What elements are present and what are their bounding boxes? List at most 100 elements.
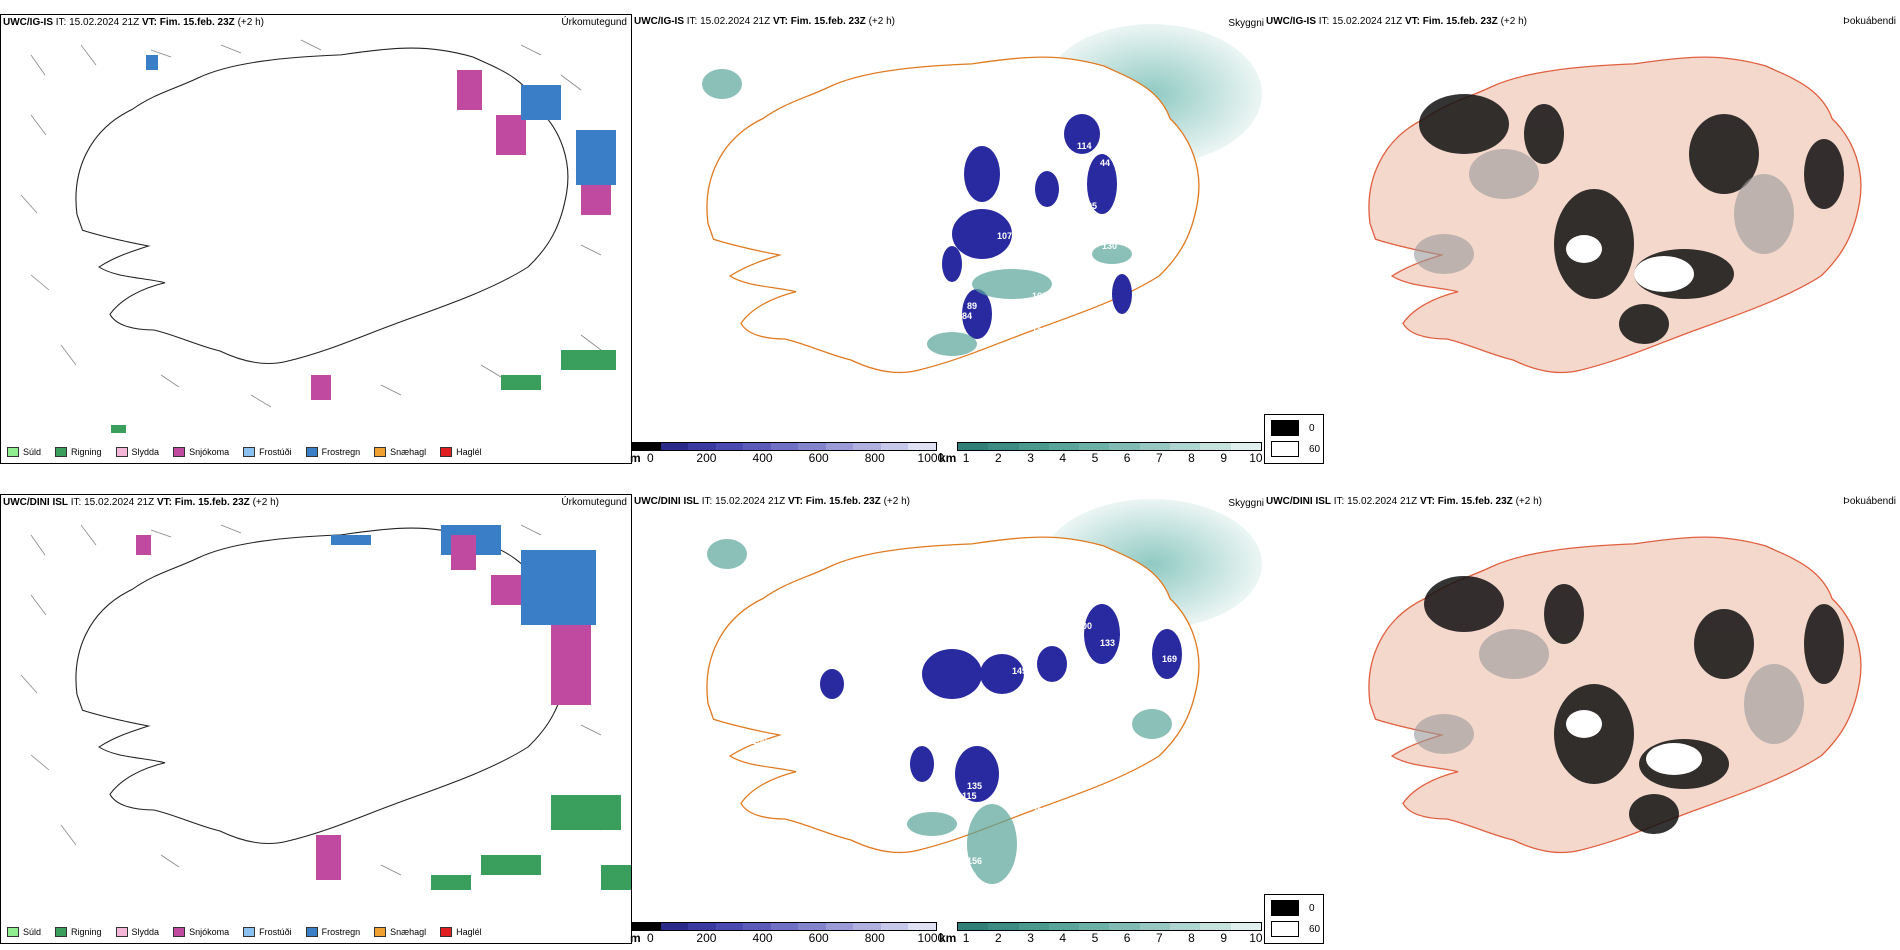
scale-cell: [633, 923, 661, 930]
precip-legend-item: Slydda: [115, 927, 160, 937]
precip-legend-swatch: [374, 447, 387, 457]
cloud-base-value: 12: [772, 121, 782, 131]
scale-cell: [1109, 923, 1140, 930]
scale-cell: [958, 923, 989, 930]
scale-cell: [908, 923, 937, 930]
fog-legend-label: 60: [1309, 443, 1321, 455]
cloud-base-value: 204: [1032, 806, 1047, 816]
scale-tick-label: 3: [1027, 451, 1034, 465]
scale-tick-label: 5: [1091, 931, 1099, 945]
precip-legend-label: Slydda: [131, 927, 160, 937]
precip-legend-label: Snæhagl: [390, 447, 427, 457]
precip-legend-swatch: [243, 447, 256, 457]
scale-cell: [770, 923, 799, 930]
cloud-base-value: 129: [762, 836, 777, 846]
scale-cell: [798, 923, 826, 930]
precip-legend-label: Snæhagl: [390, 927, 427, 937]
precip-legend-item: Súld: [7, 927, 41, 937]
panel-variable: Úrkomutegund: [561, 17, 627, 28]
scale-tick-label: 10: [1249, 931, 1263, 945]
scale-cell: [660, 923, 689, 930]
scale-tick-label: 800: [864, 451, 885, 465]
scale-cell: [958, 443, 989, 450]
fog-map-2: [1368, 536, 1862, 854]
cloud-base-value: 148: [1042, 626, 1057, 636]
scale-tick-label: 9: [1220, 931, 1228, 945]
precip-legend-swatch: [55, 927, 68, 937]
precip-legend-item: Frostregn: [305, 927, 360, 937]
scale-cell: [715, 923, 744, 930]
scale-cell: [1109, 443, 1140, 450]
scale-tick-label: 5: [1091, 451, 1099, 465]
scale-cell: [1018, 923, 1049, 930]
cloud-base-value: 96: [1052, 211, 1062, 221]
scale-cell: [988, 923, 1019, 930]
scale-cell: [1048, 923, 1080, 930]
scale-tick-label: 1000: [917, 931, 945, 945]
precip-legend-label: Rigning: [71, 927, 102, 937]
scale-cell: [688, 443, 716, 450]
scale-cell: [1200, 923, 1231, 930]
cloud-base-value: 198: [1162, 174, 1177, 184]
scale-cell: [1139, 443, 1171, 450]
scale-tick-label: 3: [1027, 931, 1034, 945]
scale-cell: [880, 923, 909, 930]
cloud-base-value: 74: [1012, 186, 1022, 196]
scale-tick-label: 9: [1220, 451, 1228, 465]
scale-cell: [1079, 923, 1110, 930]
precip-legend-item: Haglél: [440, 927, 482, 937]
precip-legend-item: Slydda: [115, 447, 159, 457]
fog-map-1: [1368, 56, 1862, 374]
precip-legend-swatch: [243, 927, 256, 937]
scale-cell: [1018, 443, 1049, 450]
visibility-scale-1: km 1 2 3 4 5 6 7 8 9 10: [939, 442, 1263, 465]
scale-tick-label: 7: [1155, 451, 1163, 465]
scale-tick-label: 0: [646, 931, 654, 945]
cloud-base-value: 95: [1087, 201, 1097, 211]
scale-cell: [1170, 443, 1201, 450]
precip-legend-swatch: [440, 927, 453, 937]
panel-variable: Þokuábendi: [1843, 16, 1896, 27]
cloud-base-value: 141: [962, 871, 977, 881]
scale-cell: [853, 923, 881, 930]
precip-legend-label: Snjókoma: [189, 927, 230, 937]
cloud-base-value: 44: [1100, 158, 1110, 168]
panel-variable: Úrkomutegund: [561, 497, 627, 508]
scale-tick-label: 1: [962, 931, 970, 945]
precip-legend-item: Frostúði: [243, 927, 292, 937]
precip-legend-swatch: [173, 927, 186, 937]
precip-legend-swatch: [173, 447, 186, 457]
scale-cell: [853, 443, 881, 450]
scale-tick-label: 7: [1155, 931, 1163, 945]
scale-cell: [988, 443, 1019, 450]
cloud-base-value: 169: [1162, 654, 1177, 664]
cloudbase-scale-2: m 0 200 400 600 800 1000: [630, 922, 944, 945]
scale-tick-label: 2: [995, 451, 1002, 465]
cloud-base-value: 135: [967, 781, 982, 791]
scale-cell: [770, 443, 799, 450]
scale-cell: [880, 443, 909, 450]
cloud-base-value: 76: [962, 391, 972, 401]
fog-swatch-60: [1271, 921, 1299, 937]
panel-title: UWC/IG-IS IT: 15.02.2024 21Z VT: Fim. 15…: [1266, 16, 1527, 27]
scale-tick-label: 8: [1188, 451, 1195, 465]
precip-legend-label: Snjókoma: [189, 447, 230, 457]
scale-cell: [633, 443, 661, 450]
precip-legend-item: Frostregn: [305, 447, 361, 457]
precip-legend-label: Frostúði: [259, 927, 292, 937]
cloud-base-value: 42: [762, 356, 772, 366]
visibility-scale-2: km 1 2 3 4 5 6 7 8 9 10: [939, 922, 1263, 945]
precip-legend-item: Snæhagl: [374, 927, 426, 937]
cloud-base-value: 124: [1092, 581, 1107, 591]
precip-legend-item: Snjókoma: [173, 927, 229, 937]
scale-tick-label: 10: [1249, 451, 1263, 465]
panel-variable: Skyggni: [1228, 18, 1264, 29]
cloud-base-value: 118: [1112, 696, 1127, 706]
fog-legend-label: 0: [1309, 422, 1315, 434]
precip-legend-swatch: [305, 447, 318, 457]
precip-legend-label: Frostregn: [321, 447, 361, 457]
fog-panel-2: UWC/DINI ISL IT: 15.02.2024 21Z VT: Fim.…: [1264, 494, 1900, 944]
scale-cell: [660, 443, 689, 450]
cloud-base-value: 166: [1087, 681, 1102, 691]
